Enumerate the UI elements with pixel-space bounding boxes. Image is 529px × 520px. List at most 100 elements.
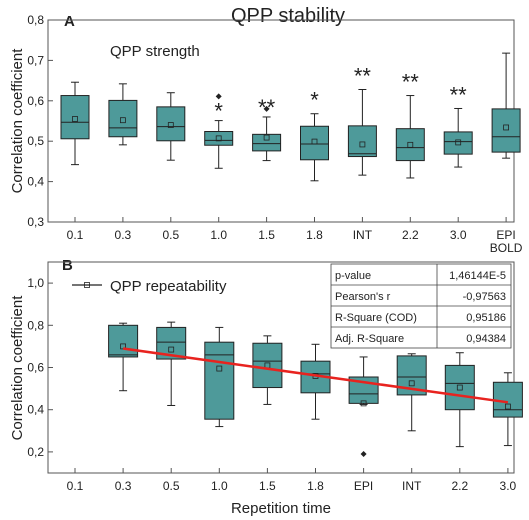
box-1-0	[204, 326, 235, 428]
stats-table: p-value 1,46144E-5 Pearson's r -0,97563 …	[330, 263, 512, 349]
xtick-label: 1.8	[307, 479, 324, 493]
significance-marker: **	[258, 95, 276, 120]
mean-marker	[215, 135, 222, 142]
box-1-8: *	[300, 88, 329, 182]
xtick-label: INT	[402, 479, 422, 493]
box-body	[443, 131, 473, 155]
box-body	[60, 95, 90, 140]
box-body	[108, 324, 139, 358]
box-1-5	[252, 335, 283, 405]
box-1-0: *	[204, 93, 234, 169]
xtick-label: 2.2	[402, 228, 419, 242]
box-int	[396, 353, 427, 432]
xtick-label: 1.0	[210, 228, 227, 242]
outlier-marker	[360, 451, 367, 458]
panel-b-xlabel: Repetition time	[231, 500, 331, 517]
box-body	[491, 108, 521, 153]
mean-marker	[168, 346, 175, 353]
xtick-label: 3.0	[450, 228, 467, 242]
panel-b-plot: 0,2 0,4 0,6 0,8 1,0 0.1 0.3 0.5 1.0 1.5 1.8 EPI INT 2…	[27, 276, 523, 493]
box-1-5: **	[252, 95, 282, 162]
box-body	[492, 381, 523, 418]
mean-marker	[408, 380, 415, 387]
ytick-label: 0,8	[27, 13, 44, 27]
panel-a-plot: 0,3 0,4 0,5 0,6 0,7 0,8 0.1 0.3 0.5 1.0 1.5 1.8 INT 2…	[27, 13, 522, 255]
ytick-label: 0,4	[27, 175, 44, 189]
xtick-label: 0.5	[162, 228, 179, 242]
mean-marker	[263, 134, 270, 141]
xtick-label: 0.5	[163, 479, 180, 493]
outlier-marker	[215, 93, 222, 100]
stats-label-pearson-r: Pearson's r	[335, 291, 391, 303]
box-2-2: **	[395, 70, 425, 179]
significance-marker: **	[402, 70, 420, 95]
box-body	[347, 125, 377, 158]
mean-marker	[120, 117, 126, 124]
panel-b-ylabel: Correlation coefficient	[9, 295, 26, 441]
ytick-label: 0,8	[27, 318, 44, 332]
mean-marker	[407, 141, 414, 148]
ytick-label: 0,5	[27, 134, 44, 148]
box-1-8	[300, 343, 331, 420]
xtick-label: 1.0	[211, 479, 228, 493]
ytick-label: 0,2	[27, 445, 44, 459]
legend-label: QPP repeatability	[110, 278, 227, 295]
stats-value-adj-r-square: 0,94384	[466, 333, 506, 345]
ytick-label: 1,0	[27, 276, 44, 290]
box-body	[252, 133, 282, 152]
box-0-3	[108, 83, 138, 146]
box-0-5	[156, 321, 187, 406]
xtick-label: EPI	[354, 479, 373, 493]
xtick-label: 1.5	[258, 228, 275, 242]
ytick-label: 0,7	[27, 53, 44, 67]
xtick-label: 0.3	[115, 228, 132, 242]
panel-a-subtitle: QPP strength	[110, 43, 200, 60]
xtick-label: BOLD	[490, 241, 523, 255]
significance-marker: *	[214, 99, 223, 124]
mean-marker	[72, 116, 78, 122]
ytick-label: 0,3	[27, 215, 44, 229]
ytick-label: 0,6	[27, 361, 44, 375]
stats-label-adj-r-square: Adj. R-Square	[335, 333, 404, 345]
mean-marker	[359, 141, 366, 148]
box-epi	[348, 356, 379, 458]
box-body	[444, 364, 475, 411]
panel-a-letter: A	[64, 13, 75, 30]
box-body	[252, 342, 283, 389]
significance-marker: **	[450, 82, 468, 107]
panel-b-letter: B	[62, 257, 73, 274]
mean-marker	[504, 403, 511, 410]
xtick-label: 3.0	[500, 479, 517, 493]
stats-label-r-square: R-Square (COD)	[335, 312, 417, 324]
box-0-5	[156, 92, 186, 161]
significance-marker: **	[354, 63, 372, 88]
box-int: **	[347, 63, 377, 176]
box-body	[300, 125, 329, 161]
linear-fit-line	[122, 347, 509, 404]
mean-marker	[216, 365, 223, 372]
box-3-0	[492, 372, 523, 447]
mean-marker	[311, 138, 318, 145]
stats-value-r-square: 0,95186	[466, 312, 506, 324]
mean-marker	[456, 384, 463, 391]
xtick-label: INT	[353, 228, 373, 242]
panel-a-ylabel: Correlation coefficient	[9, 48, 26, 194]
mean-marker	[360, 400, 367, 407]
mean-marker	[503, 124, 510, 131]
xtick-label: 0.1	[67, 479, 84, 493]
box-body	[395, 128, 425, 162]
xtick-label: 1.8	[306, 228, 323, 242]
box-0-3	[108, 322, 139, 392]
box-0-1	[60, 81, 90, 166]
xtick-label: 2.2	[451, 479, 468, 493]
stats-value-p-value: 1,46144E-5	[449, 270, 506, 282]
legend-mean-marker	[84, 282, 90, 288]
xtick-label: 0.1	[67, 228, 84, 242]
stats-value-pearson-r: -0,97563	[463, 291, 506, 303]
box-body	[204, 131, 234, 146]
box-body	[204, 341, 235, 420]
box-3-0: **	[443, 82, 473, 168]
figure-title: QPP stability	[231, 5, 345, 27]
ytick-label: 0,4	[27, 403, 44, 417]
